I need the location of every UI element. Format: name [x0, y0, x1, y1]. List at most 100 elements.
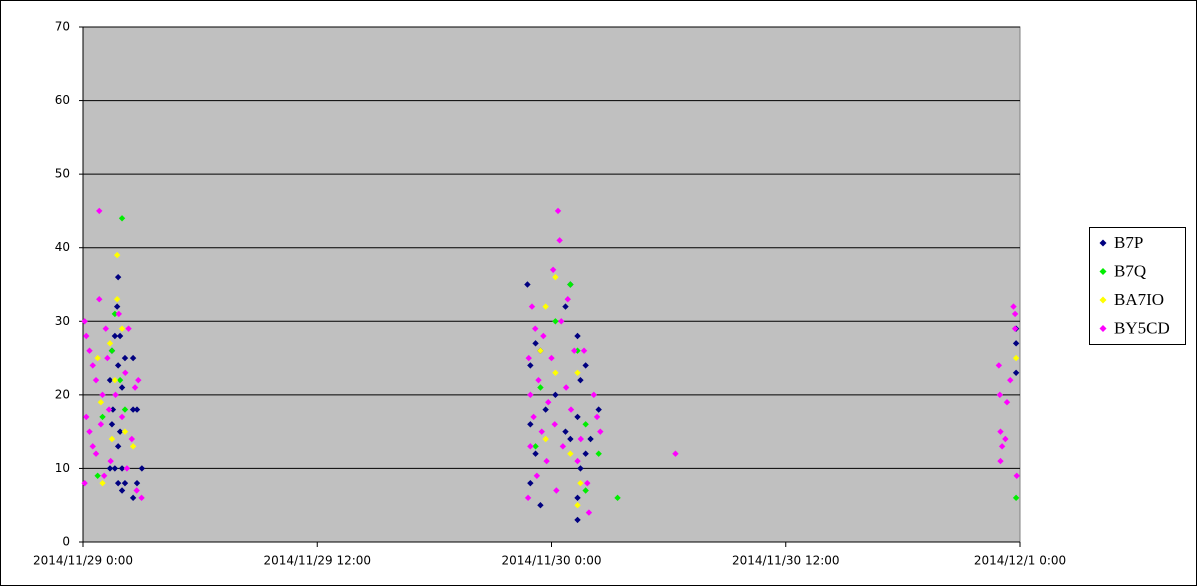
point [106, 340, 114, 347]
point [593, 413, 601, 421]
y-tick-label: 30 [55, 314, 70, 328]
point [574, 457, 581, 465]
point [94, 472, 101, 479]
point [116, 428, 124, 435]
point [129, 443, 137, 450]
point [133, 487, 140, 494]
point [112, 391, 119, 399]
point [582, 450, 589, 457]
point [614, 494, 621, 502]
point [552, 273, 559, 281]
point [552, 391, 559, 399]
point [128, 435, 136, 443]
point [537, 384, 544, 391]
legend-label: BY5CD [1114, 318, 1170, 337]
point [99, 391, 106, 399]
point [121, 428, 129, 435]
point [567, 450, 574, 457]
x-tick-label: 2014/11/29 12:00 [263, 554, 371, 568]
point [582, 487, 589, 494]
y-tick-label: 10 [55, 461, 70, 475]
point [532, 450, 539, 457]
point [552, 369, 559, 376]
point [97, 399, 105, 406]
point [540, 332, 547, 340]
point [584, 479, 591, 487]
y-tick-label: 60 [55, 93, 70, 107]
point [995, 362, 1003, 369]
point [1011, 325, 1019, 332]
point [527, 443, 534, 450]
point [574, 413, 581, 421]
point [122, 369, 129, 376]
point [94, 354, 101, 362]
point [118, 413, 126, 421]
point [564, 296, 571, 303]
point [1003, 399, 1011, 406]
point [83, 413, 90, 421]
legend [1089, 227, 1186, 345]
point [125, 325, 132, 332]
point [524, 494, 532, 502]
point [113, 296, 121, 303]
x-tick-label: 2014/11/30 12:00 [732, 554, 840, 568]
point [109, 406, 117, 413]
point [562, 428, 569, 435]
legend-marker [1099, 296, 1107, 304]
point [121, 479, 129, 487]
point [129, 406, 137, 413]
point [535, 376, 542, 384]
point [527, 479, 534, 487]
point [542, 406, 549, 413]
point [81, 479, 88, 487]
point [86, 347, 93, 354]
point [1010, 303, 1017, 310]
point [577, 376, 584, 384]
point [133, 406, 141, 413]
point [567, 281, 574, 288]
point [111, 332, 119, 340]
point [121, 406, 129, 413]
point [538, 428, 545, 435]
point [115, 310, 122, 318]
point [83, 332, 90, 340]
point [577, 479, 584, 487]
point [102, 325, 109, 332]
y-tick-label: 50 [55, 167, 70, 181]
point [116, 376, 124, 384]
y-tick-label: 70 [55, 20, 70, 34]
point [595, 450, 602, 457]
point [86, 428, 93, 435]
point [574, 502, 581, 509]
point [525, 354, 532, 362]
point [116, 332, 124, 340]
point [108, 421, 116, 428]
point [533, 472, 541, 479]
point [580, 347, 588, 354]
point [114, 273, 122, 281]
point [99, 413, 106, 421]
point [121, 354, 129, 362]
point [1012, 354, 1020, 362]
point [532, 340, 539, 347]
point [548, 354, 555, 362]
point [597, 428, 604, 435]
point [114, 362, 122, 369]
point [996, 391, 1004, 399]
point [133, 479, 141, 487]
point [81, 318, 88, 325]
point [1012, 494, 1020, 502]
point [574, 516, 581, 524]
legend-marker [1099, 268, 1107, 275]
point [571, 347, 578, 354]
point [99, 479, 106, 487]
point [551, 421, 558, 428]
point [595, 406, 602, 413]
point [582, 421, 589, 428]
point [562, 384, 570, 391]
point [131, 384, 139, 391]
point [582, 362, 589, 369]
point [559, 443, 567, 450]
